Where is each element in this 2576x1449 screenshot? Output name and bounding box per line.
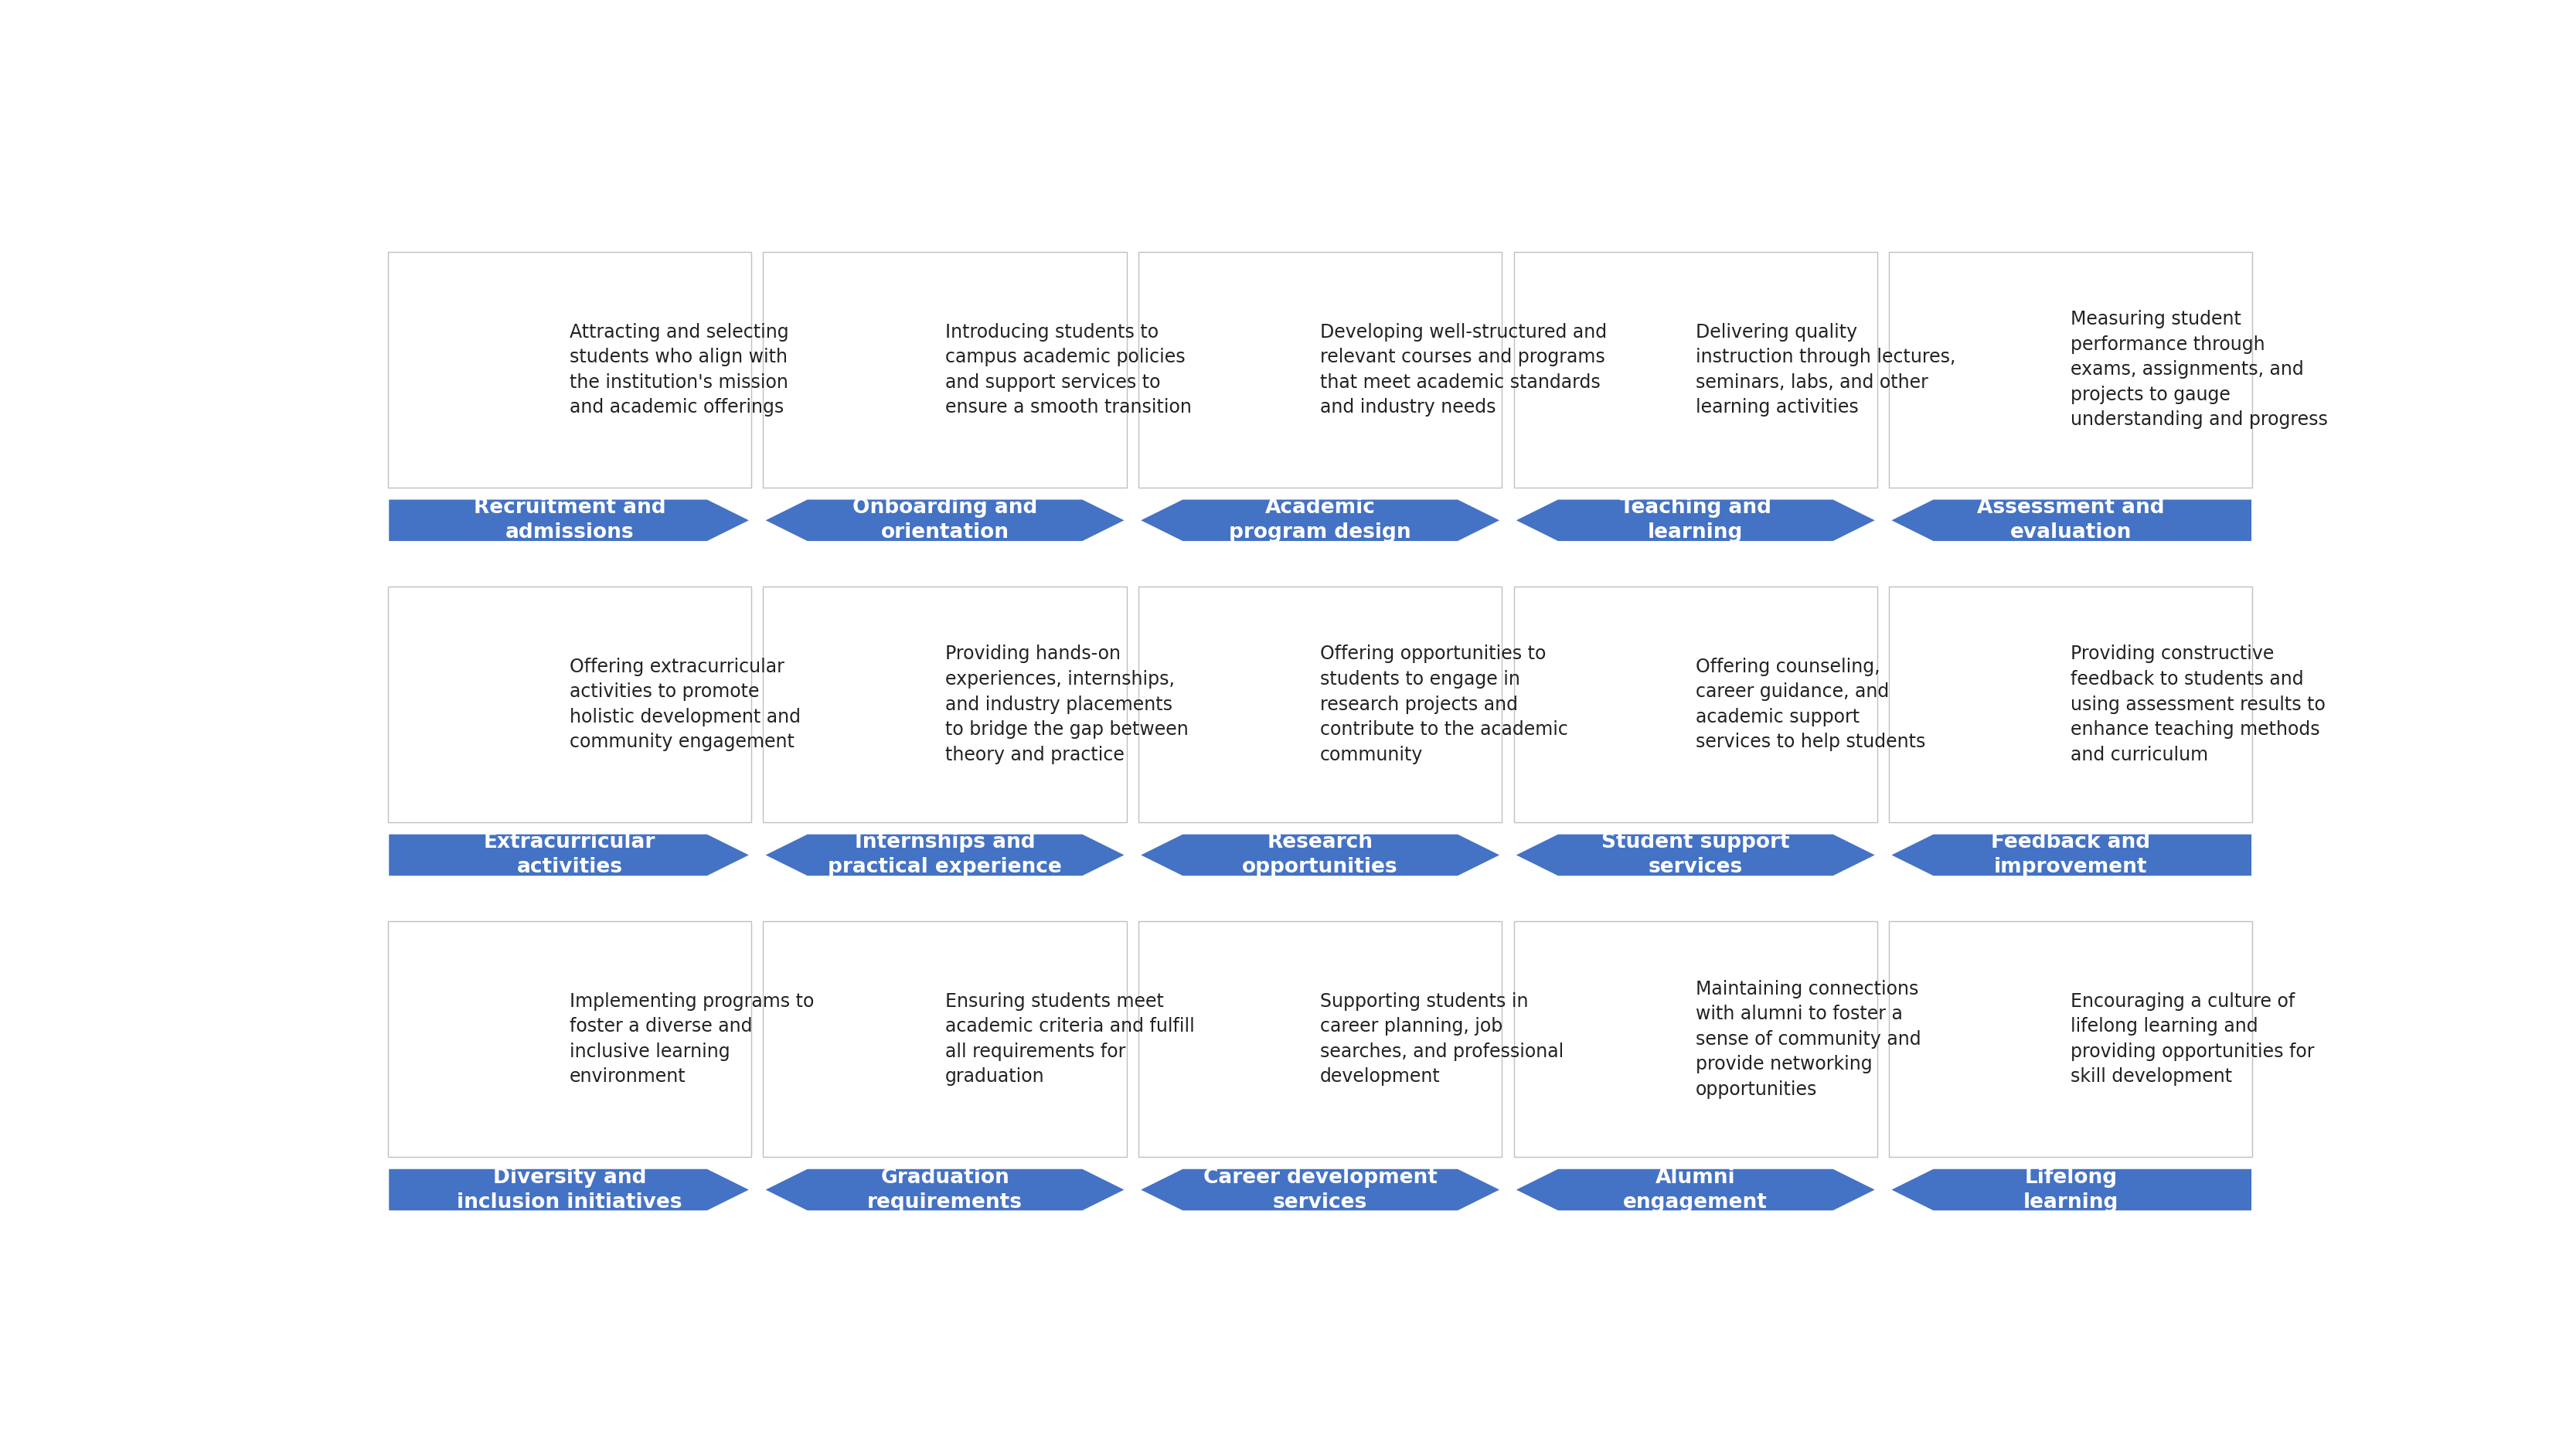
FancyBboxPatch shape (389, 252, 752, 487)
Polygon shape (389, 833, 752, 877)
Text: Supporting students in
career planning, job
searches, and professional
developme: Supporting students in career planning, … (1321, 993, 1564, 1087)
Text: Career development
services: Career development services (1203, 1168, 1437, 1213)
FancyBboxPatch shape (1139, 587, 1502, 822)
FancyBboxPatch shape (1515, 922, 1878, 1156)
Text: Graduation
requirements: Graduation requirements (868, 1168, 1023, 1213)
FancyBboxPatch shape (1888, 922, 2251, 1156)
Text: Research
opportunities: Research opportunities (1242, 833, 1399, 878)
Text: Teaching and
learning: Teaching and learning (1620, 498, 1772, 543)
FancyBboxPatch shape (1888, 252, 2251, 487)
FancyBboxPatch shape (1139, 252, 1502, 487)
Text: Providing constructive
feedback to students and
using assessment results to
enha: Providing constructive feedback to stude… (2071, 645, 2326, 764)
Text: Assessment and
evaluation: Assessment and evaluation (1978, 498, 2164, 543)
FancyBboxPatch shape (762, 252, 1126, 487)
Text: Internships and
practical experience: Internships and practical experience (827, 833, 1061, 878)
Polygon shape (762, 833, 1126, 877)
Text: Delivering quality
instruction through lectures,
seminars, labs, and other
learn: Delivering quality instruction through l… (1695, 323, 1955, 417)
FancyBboxPatch shape (762, 587, 1126, 822)
FancyBboxPatch shape (1515, 587, 1878, 822)
Text: Offering counseling,
career guidance, and
academic support
services to help stud: Offering counseling, career guidance, an… (1695, 658, 1924, 752)
FancyBboxPatch shape (1515, 252, 1878, 487)
Text: Offering extracurricular
activities to promote
holistic development and
communit: Offering extracurricular activities to p… (569, 658, 801, 752)
FancyBboxPatch shape (389, 587, 752, 822)
Polygon shape (389, 498, 752, 542)
Polygon shape (389, 1168, 752, 1211)
FancyBboxPatch shape (1139, 922, 1502, 1156)
Text: Alumni
engagement: Alumni engagement (1623, 1168, 1767, 1213)
Text: Ensuring students meet
academic criteria and fulfill
all requirements for
gradua: Ensuring students meet academic criteria… (945, 993, 1195, 1087)
Text: Introducing students to
campus academic policies
and support services to
ensure : Introducing students to campus academic … (945, 323, 1190, 417)
Text: Extracurricular
activities: Extracurricular activities (484, 833, 654, 878)
FancyBboxPatch shape (762, 922, 1126, 1156)
Polygon shape (1888, 1168, 2251, 1211)
Text: Feedback and
improvement: Feedback and improvement (1991, 833, 2151, 878)
Text: Attracting and selecting
students who align with
the institution's mission
and a: Attracting and selecting students who al… (569, 323, 788, 417)
Text: Providing hands-on
experiences, internships,
and industry placements
to bridge t: Providing hands-on experiences, internsh… (945, 645, 1188, 764)
Text: Encouraging a culture of
lifelong learning and
providing opportunities for
skill: Encouraging a culture of lifelong learni… (2071, 993, 2316, 1087)
Text: Student support
services: Student support services (1602, 833, 1790, 878)
FancyBboxPatch shape (1888, 587, 2251, 822)
FancyBboxPatch shape (389, 922, 752, 1156)
Text: Developing well-structured and
relevant courses and programs
that meet academic : Developing well-structured and relevant … (1321, 323, 1607, 417)
Polygon shape (1888, 833, 2251, 877)
Text: Lifelong
learning: Lifelong learning (2022, 1168, 2117, 1213)
Text: Maintaining connections
with alumni to foster a
sense of community and
provide n: Maintaining connections with alumni to f… (1695, 980, 1922, 1098)
Text: Academic
program design: Academic program design (1229, 498, 1412, 543)
Text: Implementing programs to
foster a diverse and
inclusive learning
environment: Implementing programs to foster a divers… (569, 993, 814, 1087)
Text: Onboarding and
orientation: Onboarding and orientation (853, 498, 1038, 543)
Polygon shape (762, 1168, 1126, 1211)
Polygon shape (1515, 833, 1878, 877)
Polygon shape (1888, 498, 2251, 542)
Polygon shape (1139, 498, 1502, 542)
Polygon shape (1515, 1168, 1878, 1211)
Text: Diversity and
inclusion initiatives: Diversity and inclusion initiatives (456, 1168, 683, 1213)
Polygon shape (762, 498, 1126, 542)
Text: Offering opportunities to
students to engage in
research projects and
contribute: Offering opportunities to students to en… (1321, 645, 1569, 764)
Text: Recruitment and
admissions: Recruitment and admissions (474, 498, 665, 543)
Polygon shape (1139, 833, 1502, 877)
Text: Measuring student
performance through
exams, assignments, and
projects to gauge
: Measuring student performance through ex… (2071, 310, 2329, 429)
Polygon shape (1515, 498, 1878, 542)
Polygon shape (1139, 1168, 1502, 1211)
